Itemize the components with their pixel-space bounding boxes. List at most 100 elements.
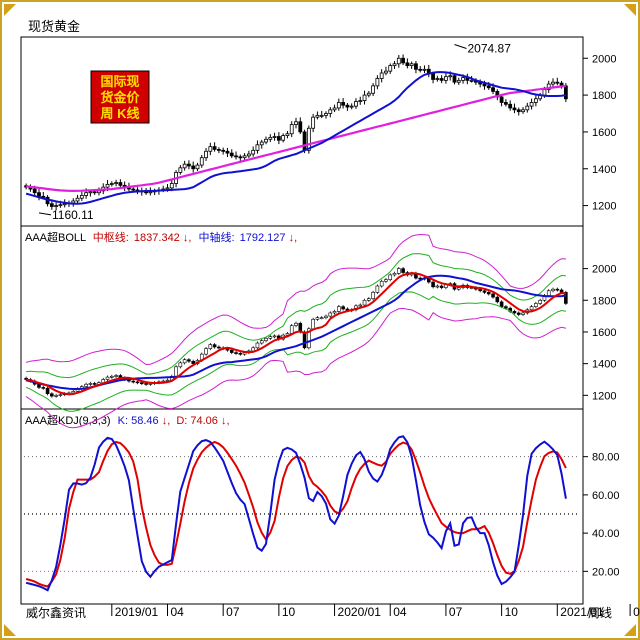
candle-body xyxy=(324,315,328,319)
candle-body xyxy=(491,87,495,92)
candle-body xyxy=(204,150,208,159)
candle-body xyxy=(285,333,290,336)
candle-body xyxy=(367,298,371,301)
candle-body xyxy=(551,288,555,292)
candle-body xyxy=(41,387,46,389)
y-tick-label: 1400 xyxy=(592,359,616,371)
candle-body xyxy=(452,75,457,83)
candle-body xyxy=(114,182,118,184)
boll-label: AAA超BOLL xyxy=(25,230,86,244)
candle-body xyxy=(255,144,260,151)
candle-body xyxy=(71,391,76,394)
boll-inner-upper xyxy=(26,253,566,379)
x-tick-label: 07 xyxy=(449,605,463,619)
candle-body xyxy=(499,301,504,307)
candle-body xyxy=(191,360,195,364)
candle-body xyxy=(212,344,217,348)
candle-body xyxy=(345,104,350,108)
candle-body xyxy=(71,200,76,204)
candle-body xyxy=(332,311,337,314)
x-tick-label: 05 xyxy=(633,605,640,619)
candle-body xyxy=(41,195,46,198)
candle-body xyxy=(54,205,59,207)
candle-body xyxy=(444,76,448,81)
candle-body xyxy=(384,279,388,282)
candle-body xyxy=(392,273,397,276)
candle-body xyxy=(388,65,393,72)
candle-body xyxy=(516,109,521,113)
candle-body xyxy=(512,107,517,111)
candle-body xyxy=(58,394,63,396)
candle-body xyxy=(439,285,444,288)
candle-body xyxy=(555,288,560,291)
candle-body xyxy=(564,292,568,304)
x-tick-label: 04 xyxy=(170,605,184,619)
boll-legend: AAA超BOLL 中枢线: 1837.342 ↓, 中轴线: 1792.127 … xyxy=(25,230,297,244)
kdj-d-value: D: 74.06 xyxy=(176,415,218,427)
candle-body xyxy=(563,85,568,100)
badge: 国际现 货金价 周 K线 xyxy=(90,70,150,124)
candle-body xyxy=(131,188,136,191)
x-tick-label: 2019/01 xyxy=(115,605,159,619)
candle-body xyxy=(182,359,187,364)
candle-body xyxy=(486,292,491,295)
candle-body xyxy=(478,288,482,292)
candle-body xyxy=(461,77,465,81)
candle-body xyxy=(54,395,58,397)
y-tick-label: 60.00 xyxy=(592,490,620,502)
candle-body xyxy=(414,63,418,70)
candle-body xyxy=(319,114,324,117)
candle-body xyxy=(289,325,294,334)
candle-body xyxy=(328,312,333,317)
candle-body xyxy=(435,78,440,80)
candle-body xyxy=(135,381,140,384)
candle-body xyxy=(264,337,268,341)
ma-short-line xyxy=(25,71,567,205)
candle-body xyxy=(538,299,542,304)
down-arrow-icon: ↓, xyxy=(221,415,230,427)
candle-body xyxy=(105,184,110,188)
candle-body xyxy=(234,155,238,158)
candle-body xyxy=(486,85,491,89)
candle-body xyxy=(341,102,346,106)
candle-body xyxy=(542,89,547,96)
ma-long-line xyxy=(25,84,567,193)
candle-body xyxy=(259,141,264,146)
candle-body xyxy=(516,312,521,315)
candle-body xyxy=(216,149,221,151)
badge-line: 国际现 xyxy=(100,74,139,89)
x-tick-label: 10 xyxy=(282,605,296,619)
y-tick-label: 20.00 xyxy=(592,566,620,578)
candle-body xyxy=(508,103,513,109)
candle-body xyxy=(272,335,277,338)
candle-body xyxy=(503,102,508,105)
candle-body xyxy=(294,322,298,326)
candle-body xyxy=(79,195,84,199)
candle-body xyxy=(354,101,358,107)
candle-body xyxy=(495,296,500,303)
candle-body xyxy=(84,192,89,196)
candle-body xyxy=(307,328,311,349)
candle-body xyxy=(401,268,405,273)
candle-body xyxy=(49,203,54,207)
candle-body xyxy=(50,393,54,397)
candle-body xyxy=(276,136,281,141)
candle-body xyxy=(187,163,191,167)
candle-body xyxy=(268,336,273,339)
candle-body xyxy=(349,105,354,108)
candle-body xyxy=(114,375,118,377)
candle-body xyxy=(533,98,538,103)
candle-body xyxy=(268,137,273,140)
candle-body xyxy=(341,306,345,310)
annotation-label: 2074.87 xyxy=(467,41,511,55)
candle-body xyxy=(388,274,393,280)
candle-body xyxy=(332,107,337,111)
candle-body xyxy=(92,191,97,194)
y-tick-label: 1200 xyxy=(592,201,616,213)
candle-body xyxy=(84,383,88,387)
candle-body xyxy=(225,150,230,154)
candle-body xyxy=(251,149,256,155)
corner-ornament-icon xyxy=(4,4,636,636)
candle-body xyxy=(298,121,303,133)
candle-body xyxy=(555,81,560,84)
